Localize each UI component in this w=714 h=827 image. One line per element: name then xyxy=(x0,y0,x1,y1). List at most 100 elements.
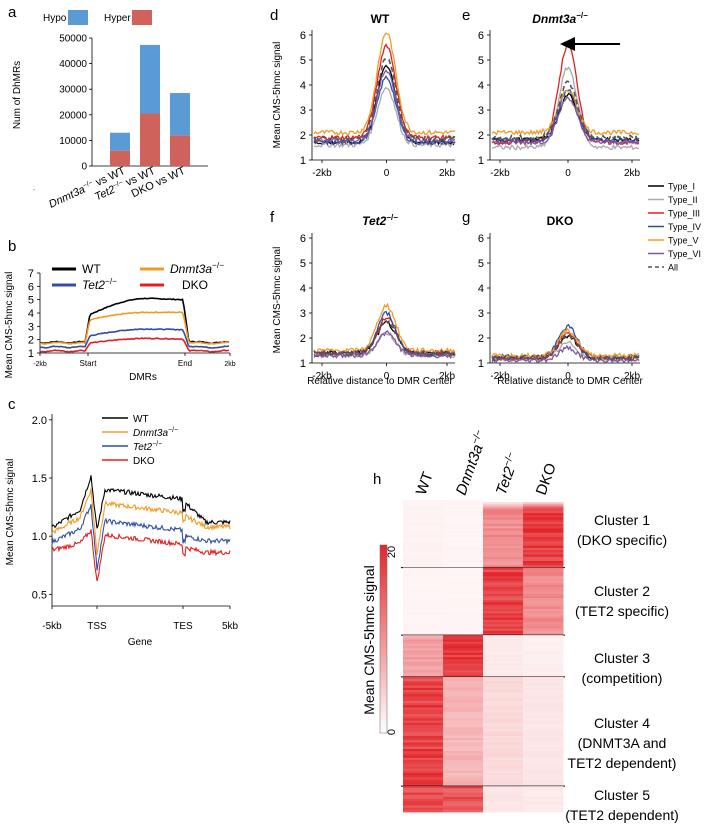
column-label: Tet2−/− xyxy=(492,451,524,498)
line-c-2 xyxy=(51,504,231,571)
line-type_vi xyxy=(313,330,456,360)
heatmap-cell xyxy=(523,523,564,527)
heatmap-cell xyxy=(443,545,484,549)
heatmap-cell xyxy=(443,569,484,573)
ytick-label: 1 xyxy=(478,358,484,370)
heatmap-cell xyxy=(523,663,564,667)
heatmap-cell xyxy=(403,716,444,719)
heatmap-cell xyxy=(443,665,484,669)
heatmap-cell xyxy=(443,724,484,728)
heatmap-cell xyxy=(483,679,524,682)
line-type_iv xyxy=(313,75,456,146)
axis-xlabel-f: Relative distance to DMR Center xyxy=(307,376,453,387)
bar-a-hypo xyxy=(140,44,160,114)
heatmap-cell xyxy=(523,670,564,673)
heatmap-cell xyxy=(403,786,444,789)
heatmap-cell xyxy=(483,591,524,595)
ytick-label-b: 5 xyxy=(28,295,34,307)
heatmap-cell xyxy=(523,775,564,778)
heatmap-cell xyxy=(523,764,564,767)
heatmap-cell xyxy=(443,574,484,577)
heatmap-cell xyxy=(483,788,524,791)
heatmap-cell xyxy=(403,755,444,759)
heatmap-cell xyxy=(523,694,564,697)
ytick-label-b: 6 xyxy=(28,281,34,293)
heatmap-cell xyxy=(403,722,444,726)
heatmap-cell xyxy=(443,727,484,730)
axis-xlabel-g: Relative distance to DMR Center xyxy=(497,376,643,387)
heatmap-cell xyxy=(483,550,524,553)
heatmap-cell xyxy=(403,604,444,608)
heatmap-cell xyxy=(403,595,444,599)
heatmap-cell xyxy=(523,563,564,566)
heatmap-cell xyxy=(403,578,444,582)
ytick-label: 6 xyxy=(300,233,306,245)
heatmap-cell xyxy=(483,749,524,752)
heatmap-cell xyxy=(443,657,484,660)
heatmap-cell xyxy=(523,657,564,660)
heatmap-cell xyxy=(403,515,444,518)
heatmap-cell xyxy=(443,703,484,706)
heatmap-cell xyxy=(403,783,444,787)
heatmap-cell xyxy=(443,700,484,704)
heatmap-cell xyxy=(523,718,564,721)
heatmap-cell xyxy=(483,646,524,649)
heatmap-cell xyxy=(403,709,444,713)
title-g: DKO xyxy=(547,214,574,228)
heatmap-cell xyxy=(483,661,524,665)
heatmap-cell xyxy=(443,543,484,547)
line-type_ii xyxy=(313,86,456,149)
heatmap-cell xyxy=(443,766,484,770)
ytick-label: 1 xyxy=(478,155,484,167)
heatmap-column-labels: WT Dnmt3a−/−Tet2−/− DKO xyxy=(413,428,560,497)
bar-a-hypo xyxy=(170,93,190,136)
heatmap-cell xyxy=(403,608,444,612)
heatmap-cell xyxy=(523,613,564,616)
heatmap-cell xyxy=(483,541,524,544)
heatmap-cell xyxy=(443,504,484,507)
heatmap-cell xyxy=(483,532,524,536)
axis-xlabel-b: DMRs xyxy=(129,372,157,383)
heatmap-cell xyxy=(443,779,484,783)
heatmap-cell xyxy=(403,523,444,527)
heatmap-cell xyxy=(403,698,444,702)
line-all xyxy=(491,80,640,142)
heatmap-cell xyxy=(483,528,524,531)
heatmap-cell xyxy=(403,510,444,514)
heatmap-cell xyxy=(403,729,444,732)
heatmap-cell xyxy=(523,608,564,612)
heatmap-cell xyxy=(523,700,564,704)
heatmap-cell xyxy=(403,602,444,606)
heatmap-cell xyxy=(443,705,484,708)
heatmap-cell xyxy=(483,602,524,606)
heatmap-cell xyxy=(483,648,524,651)
heatmap-cell xyxy=(523,779,564,783)
heatmap-cell xyxy=(523,626,564,629)
heatmap-cell xyxy=(403,639,444,643)
heatmap-cell xyxy=(523,556,564,560)
heatmap-cell xyxy=(403,700,444,704)
heatmap-cell xyxy=(443,762,484,765)
heatmap-cell xyxy=(483,687,524,691)
cluster-subtitle: (TET2 specific) xyxy=(575,603,669,619)
heatmap-cell xyxy=(403,724,444,728)
heatmap-cell xyxy=(443,517,484,521)
heatmap-cell xyxy=(443,676,484,680)
xtick-label-b: -2kb xyxy=(33,361,47,368)
heatmap-cell xyxy=(523,751,564,754)
heatmap-cell xyxy=(443,770,484,774)
heatmap-cell xyxy=(443,619,484,623)
ytick-label-a: 30000 xyxy=(59,85,87,96)
heatmap-cell xyxy=(403,513,444,516)
legend-label-hypo: Hypo xyxy=(43,13,67,24)
xtick-label: -2kb xyxy=(312,168,332,179)
heatmap-cell xyxy=(483,585,524,588)
heatmap-cell xyxy=(443,567,484,571)
heatmap-cell xyxy=(443,733,484,737)
heatmap-cell xyxy=(443,729,484,732)
heatmap-cell xyxy=(403,517,444,521)
column-label: WT xyxy=(413,470,437,498)
heatmap-cell xyxy=(403,792,444,796)
ytick-label-a: 0 xyxy=(81,162,87,173)
xtick-label: 0 xyxy=(384,168,390,179)
